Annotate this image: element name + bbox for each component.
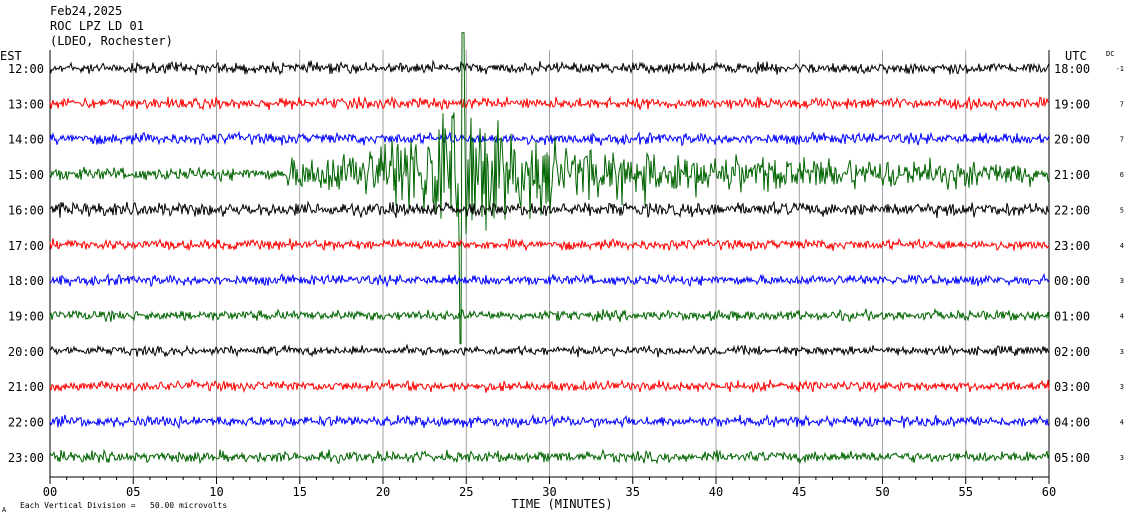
x-tick-label: 20 [376,485,390,499]
dc-value: 4 [1120,242,1124,250]
trace-1500 [49,32,1050,345]
est-label: 22:00 [8,416,44,430]
dc-value: -1 [1116,65,1124,73]
est-label: 17:00 [8,239,44,253]
est-label: 12:00 [8,62,44,76]
est-label: 14:00 [8,133,44,147]
est-label: 13:00 [8,97,44,111]
x-tick-label: 35 [626,485,640,499]
dc-value: 4 [1120,419,1124,427]
utc-label: 03:00 [1054,380,1090,394]
trace-2200 [49,413,1050,430]
utc-label: 19:00 [1054,97,1090,111]
trace-1200 [49,59,1050,77]
trace-2100 [49,378,1050,394]
grid-lines [49,50,1050,477]
dc-axis-label: DC [1106,50,1114,58]
est-label: 21:00 [8,380,44,394]
dc-value: 7 [1120,136,1124,144]
utc-label: 02:00 [1054,345,1090,359]
dc-value: 3 [1120,277,1124,285]
utc-label: 23:00 [1054,239,1090,253]
trace-1900 [49,307,1050,323]
corner-mark: A [2,506,7,514]
utc-label: 22:00 [1054,203,1090,217]
dc-value: 3 [1120,454,1124,462]
est-label: 20:00 [8,345,44,359]
x-tick-label: 40 [709,485,723,499]
header-station: ROC LPZ LD 01 [50,19,144,33]
dc-value: 6 [1120,171,1124,179]
trace-1400 [49,130,1050,147]
x-tick-label: 60 [1042,485,1056,499]
trace-1700 [49,237,1050,252]
scale-note: Each Vertical Division = 50.00 microvolt… [20,501,227,510]
dc-value: 5 [1120,206,1124,214]
utc-label: 00:00 [1054,274,1090,288]
est-label: 19:00 [8,309,44,323]
x-tick-label: 05 [126,485,140,499]
est-label: 18:00 [8,274,44,288]
dc-value: 3 [1120,348,1124,356]
dc-value: 4 [1120,312,1124,320]
est-label: 23:00 [8,451,44,465]
trace-2300 [49,448,1050,465]
trace-1800 [49,272,1050,288]
x-tick-label: 50 [875,485,889,499]
est-label: 15:00 [8,168,44,182]
x-tick-label: 25 [459,485,473,499]
seismic-traces [49,32,1050,465]
utc-label: 05:00 [1054,451,1090,465]
x-tick-label: 55 [959,485,973,499]
est-label: 16:00 [8,203,44,217]
x-tick-label: 15 [293,485,307,499]
trace-1300 [49,95,1050,112]
trace-1600 [49,200,1050,219]
utc-label: 18:00 [1054,62,1090,76]
utc-label: 20:00 [1054,133,1090,147]
x-tick-label: 30 [542,485,556,499]
utc-label: 21:00 [1054,168,1090,182]
x-axis: 00 05 10 15 20 25 30 35 40 45 50 55 60 [43,476,1056,499]
utc-label: 04:00 [1054,416,1090,430]
axis-labels: 12:00 18:00 -1 13:00 19:00 7 14:00 20:00 7 15:00 2… [8,62,1124,465]
utc-axis-label: UTC [1065,49,1087,63]
trace-2000 [49,343,1050,358]
dc-value: 7 [1120,100,1124,108]
dc-value: 3 [1120,383,1124,391]
x-tick-label: 10 [209,485,223,499]
header-network: (LDEO, Rochester) [50,34,173,48]
header-date: Feb24,2025 [50,4,123,18]
utc-label: 01:00 [1054,309,1090,323]
x-tick-label: 45 [792,485,806,499]
est-axis-label: EST [0,49,22,63]
x-axis-title: TIME (MINUTES) [511,497,612,511]
x-tick-label: 00 [43,485,57,499]
